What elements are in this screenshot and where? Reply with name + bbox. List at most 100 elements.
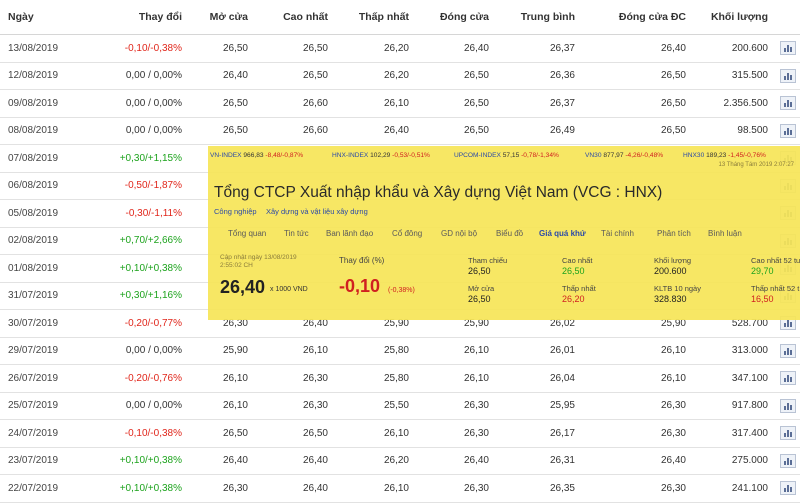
row-open: 25,90 <box>188 337 254 365</box>
row-chart-cell <box>774 337 800 365</box>
row-close: 26,40 <box>415 34 495 63</box>
row-open: 26,40 <box>188 447 254 475</box>
tab-item[interactable]: Tin tức <box>284 229 309 238</box>
ticker-change: -8,48/-0,87% <box>265 152 304 159</box>
row-date: 31/07/2019 <box>0 282 80 310</box>
row-high: 26,30 <box>254 364 334 393</box>
tab-item[interactable]: GD nội bộ <box>441 229 478 238</box>
row-low: 25,50 <box>334 392 415 420</box>
row-adj: 26,10 <box>581 364 692 393</box>
stock-info-popup: VN-INDEX 966,83 -8,48/-0,87% HNX-INDEX 10… <box>208 146 800 320</box>
tab-item[interactable]: Cổ đông <box>392 229 423 238</box>
table-header-row: Ngày Thay đổi Mở cửa Cao nhất Thấp nhất … <box>0 0 800 35</box>
tab-item[interactable]: Phân tích <box>657 229 691 238</box>
ticker-change: -0,78/-1,34% <box>521 152 559 159</box>
ticker-value: 189,23 <box>706 152 727 159</box>
stock-tabs: Tổng quan Tin tức Ban lãnh đạo Cổ đông GD nộ… <box>208 226 800 244</box>
ticker-value: 102,29 <box>370 152 391 159</box>
bar-chart-icon[interactable] <box>780 123 796 138</box>
bar-chart-icon[interactable] <box>780 96 796 111</box>
ticker-item[interactable]: UPCOM-INDEX 57,15 -0,78/-1,34% <box>454 152 559 159</box>
row-chart-cell <box>774 419 800 448</box>
row-close: 26,50 <box>415 89 495 118</box>
bar-chart-icon[interactable] <box>780 68 796 83</box>
table-row: 13/08/2019 -0,10/-0,38% 26,50 26,50 26,20 26,… <box>0 34 800 63</box>
row-date: 09/08/2019 <box>0 89 80 118</box>
vol-label: Khối lượng <box>654 256 692 265</box>
row-low: 26,10 <box>334 89 415 118</box>
bar-chart-icon[interactable] <box>780 481 796 496</box>
row-close: 26,50 <box>415 117 495 145</box>
table-row: 26/07/2019 -0,20/-0,76% 26,10 26,30 25,80 26,… <box>0 364 800 393</box>
breadcrumb-sector[interactable]: Xây dựng và vật liệu xây dựng <box>266 207 368 216</box>
bar-chart-icon[interactable] <box>780 453 796 468</box>
row-avg: 26,37 <box>495 34 581 63</box>
ticker-item[interactable]: VN-INDEX 966,83 -8,48/-0,87% <box>210 152 303 159</box>
ticker-item[interactable]: VN30 877,97 -4,26/-0,48% <box>585 152 663 159</box>
tab-item[interactable]: Ban lãnh đạo <box>326 229 374 238</box>
row-high: 26,40 <box>254 447 334 475</box>
bar-chart-icon[interactable] <box>780 426 796 441</box>
row-close: 26,50 <box>415 62 495 90</box>
low52-value: 16,50 <box>751 294 774 304</box>
row-adj: 26,10 <box>581 337 692 365</box>
table-row: 25/07/2019 0,00 / 0,00% 26,10 26,30 25,50 26,… <box>0 392 800 420</box>
update-info: Cập nhật ngày 13/08/2019 2:55:02 CH <box>220 254 297 270</box>
ticker-item[interactable]: HNX30 189,23 -1,45/-0,76% <box>683 152 766 159</box>
row-high: 26,60 <box>254 117 334 145</box>
row-open: 26,50 <box>188 419 254 448</box>
row-high: 26,60 <box>254 89 334 118</box>
row-high: 26,50 <box>254 419 334 448</box>
tab-item[interactable]: Tài chính <box>601 229 634 238</box>
tab-item[interactable]: Giá quá khứ <box>539 229 586 238</box>
row-chart-cell <box>774 62 800 90</box>
row-vol: 98.500 <box>692 117 774 145</box>
row-low: 26,10 <box>334 419 415 448</box>
ticker-name: VN30 <box>585 152 602 159</box>
row-change: +0,30/+1,15% <box>80 144 188 173</box>
bar-chart-icon[interactable] <box>780 398 796 413</box>
row-chart-cell <box>774 117 800 145</box>
table-row: 24/07/2019 -0,10/-0,38% 26,50 26,50 26,10 26,… <box>0 419 800 448</box>
row-open: 26,50 <box>188 117 254 145</box>
row-close: 26,40 <box>415 447 495 475</box>
row-open: 26,40 <box>188 62 254 90</box>
row-change: -0,10/-0,38% <box>80 419 188 448</box>
bar-chart-icon[interactable] <box>780 371 796 386</box>
bar-chart-icon[interactable] <box>780 343 796 358</box>
row-change: 0,00 / 0,00% <box>80 337 188 365</box>
ticker-name: UPCOM-INDEX <box>454 152 501 159</box>
low-value: 26,20 <box>562 294 585 304</box>
change-label: Thay đổi (%) <box>339 256 385 265</box>
row-chart-cell <box>774 89 800 118</box>
row-change: +0,70/+2,66% <box>80 227 188 255</box>
bar-chart-icon[interactable] <box>780 41 796 56</box>
row-close: 26,30 <box>415 474 495 503</box>
row-date: 07/08/2019 <box>0 144 80 173</box>
row-avg: 26,36 <box>495 62 581 90</box>
tab-item[interactable]: Bình luận <box>708 229 742 238</box>
row-avg: 26,17 <box>495 419 581 448</box>
tab-item[interactable]: Tổng quan <box>228 229 267 238</box>
ticker-value: 877,97 <box>603 152 624 159</box>
row-open: 26,10 <box>188 392 254 420</box>
row-avg: 26,04 <box>495 364 581 393</box>
row-avg: 26,35 <box>495 474 581 503</box>
ticker-item[interactable]: HNX-INDEX 102,29 -0,53/-0,51% <box>332 152 430 159</box>
row-change: -0,10/-0,38% <box>80 34 188 63</box>
row-adj: 26,30 <box>581 419 692 448</box>
row-avg: 26,01 <box>495 337 581 365</box>
row-date: 26/07/2019 <box>0 364 80 393</box>
header-chart <box>774 0 800 35</box>
row-vol: 2.356.500 <box>692 89 774 118</box>
row-chart-cell <box>774 474 800 503</box>
breadcrumb-industry[interactable]: Công nghiệp <box>214 207 257 216</box>
low-label: Thấp nhất <box>562 284 596 293</box>
row-date: 01/08/2019 <box>0 254 80 283</box>
row-low: 26,10 <box>334 474 415 503</box>
tab-item[interactable]: Biểu đồ <box>496 229 524 238</box>
row-date: 23/07/2019 <box>0 447 80 475</box>
row-vol: 315.500 <box>692 62 774 90</box>
row-change: +0,30/+1,16% <box>80 282 188 310</box>
row-close: 26,10 <box>415 364 495 393</box>
